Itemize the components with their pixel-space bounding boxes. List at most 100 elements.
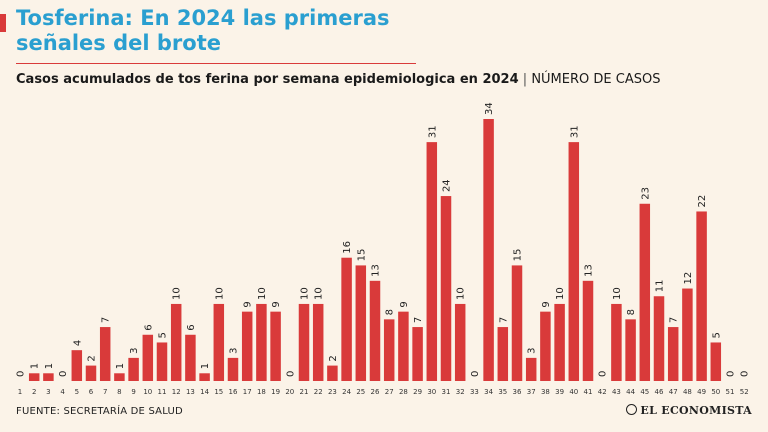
bar-value-label: 7 <box>669 317 680 323</box>
week-tick-label: 11 <box>158 388 167 396</box>
bar-value-label: 31 <box>427 125 438 138</box>
bar-value-label: 3 <box>527 348 538 354</box>
bar <box>241 311 253 381</box>
bar-value-label: 7 <box>413 317 424 323</box>
week-tick-label: 1 <box>18 388 22 396</box>
bar-value-label: 13 <box>584 264 595 277</box>
bar-value-label: 1 <box>44 363 55 369</box>
week-tick-label: 12 <box>172 388 181 396</box>
bar-value-label: 0 <box>726 371 737 377</box>
logo-text: EL ECONOMISTA <box>640 404 752 417</box>
bar-value-label: 31 <box>569 125 580 138</box>
bar-value-label: 16 <box>342 241 353 254</box>
publisher-logo: EL ECONOMISTA <box>626 404 752 417</box>
bar-value-label: 5 <box>711 332 722 338</box>
bar <box>170 303 182 381</box>
week-tick-label: 29 <box>413 388 422 396</box>
bar <box>341 257 352 381</box>
bar-value-label: 7 <box>498 317 509 323</box>
bar-value-label: 1 <box>30 363 41 369</box>
week-tick-label: 26 <box>371 388 380 396</box>
bar <box>625 319 636 381</box>
bar <box>710 342 722 381</box>
week-tick-label: 38 <box>541 388 550 396</box>
bar-value-label: 10 <box>314 287 325 300</box>
bar-value-label: 1 <box>115 363 126 369</box>
bar-value-label: 15 <box>356 249 367 262</box>
week-tick-label: 28 <box>399 388 408 396</box>
week-tick-label: 20 <box>285 388 294 396</box>
week-tick-label: 49 <box>697 388 706 396</box>
bar-value-label: 12 <box>683 272 694 285</box>
week-tick-label: 31 <box>442 388 451 396</box>
bar-value-label: 9 <box>399 301 410 307</box>
week-tick-label: 36 <box>513 388 522 396</box>
bar <box>667 327 679 381</box>
bar-value-label: 3 <box>129 348 140 354</box>
bar-value-label: 10 <box>214 287 225 300</box>
week-tick-label: 25 <box>356 388 365 396</box>
bar <box>355 265 367 381</box>
bar-value-label: 7 <box>101 317 112 323</box>
bar <box>611 303 622 381</box>
bar-value-label: 9 <box>243 301 254 307</box>
bar-value-label: 0 <box>740 371 751 377</box>
bar-value-label: 10 <box>300 287 311 300</box>
week-tick-label: 34 <box>484 388 493 396</box>
week-tick-label: 16 <box>229 388 238 396</box>
bar <box>483 119 494 381</box>
bar <box>312 303 324 381</box>
chart-unit: NÚMERO DE CASOS <box>531 72 661 87</box>
week-tick-label: 4 <box>60 388 65 396</box>
bar <box>28 373 40 381</box>
logo-icon <box>626 404 638 415</box>
bar <box>412 327 423 381</box>
week-tick-label: 35 <box>498 388 507 396</box>
bar <box>497 327 509 381</box>
week-tick-label: 48 <box>683 388 692 396</box>
bar-value-label: 6 <box>186 324 197 330</box>
bar <box>653 296 665 381</box>
bar <box>298 303 310 381</box>
week-tick-label: 8 <box>117 388 121 396</box>
week-tick-label: 37 <box>527 388 536 396</box>
bar <box>99 327 111 381</box>
bar-value-label: 6 <box>143 324 154 330</box>
bar-value-label: 9 <box>271 301 282 307</box>
bar <box>554 303 565 381</box>
week-tick-label: 18 <box>257 388 266 396</box>
bar-value-label: 34 <box>484 102 495 115</box>
week-tick-label: 39 <box>555 388 564 396</box>
bar <box>454 303 466 381</box>
bar <box>582 280 594 381</box>
week-tick-label: 3 <box>46 388 50 396</box>
bar <box>525 357 537 381</box>
bar-value-label: 11 <box>655 280 666 293</box>
week-tick-label: 52 <box>740 388 749 396</box>
bar-value-label: 0 <box>470 371 481 377</box>
week-tick-label: 21 <box>300 388 309 396</box>
bar-value-label: 0 <box>598 371 609 377</box>
bar-value-label: 2 <box>328 355 339 361</box>
bar <box>369 280 381 381</box>
page-title: Tosferina: En 2024 las primeras señales … <box>16 6 390 55</box>
week-tick-label: 47 <box>669 388 678 396</box>
bar-value-label: 10 <box>172 287 183 300</box>
week-tick-label: 42 <box>598 388 607 396</box>
bar-value-label: 0 <box>58 371 69 377</box>
week-tick-label: 22 <box>314 388 323 396</box>
bar <box>696 211 707 381</box>
bar-value-label: 1 <box>200 363 211 369</box>
week-tick-label: 10 <box>143 388 152 396</box>
subtitle-separator: | <box>522 72 528 87</box>
bar-value-label: 8 <box>385 309 396 315</box>
bar <box>142 334 154 381</box>
bar-value-label: 0 <box>285 371 296 377</box>
week-tick-label: 41 <box>584 388 593 396</box>
bar <box>43 373 54 381</box>
bar <box>639 203 651 381</box>
week-tick-label: 5 <box>75 388 79 396</box>
bar-value-label: 0 <box>16 371 27 377</box>
bar <box>256 303 267 381</box>
